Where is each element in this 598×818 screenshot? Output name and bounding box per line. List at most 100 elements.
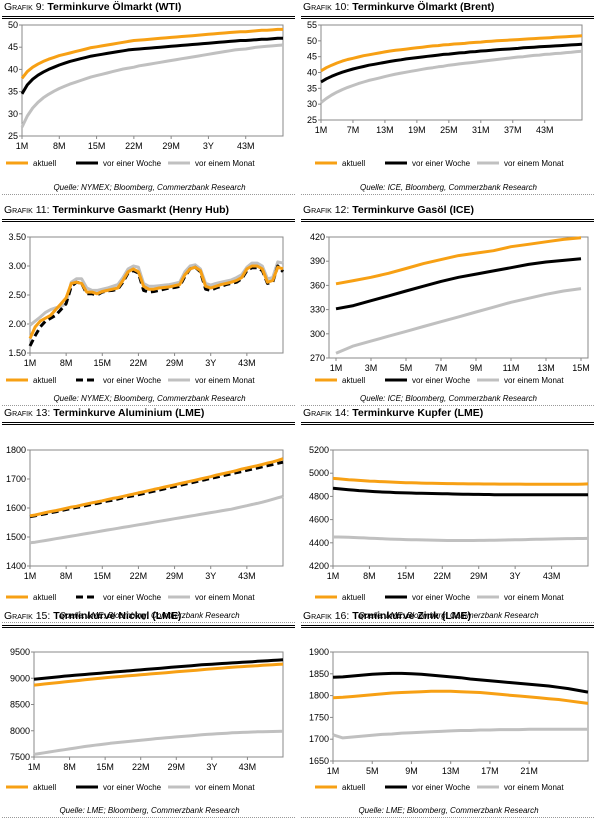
y-tick-label: 1750	[309, 712, 329, 722]
series-line-aktuell	[332, 689, 589, 705]
legend-label-aktuell: aktuell	[342, 783, 365, 792]
legend-label-monat: vor einem Monat	[195, 159, 255, 168]
legend-label-woche: vor einer Woche	[412, 783, 471, 792]
title-rule	[2, 424, 295, 425]
x-tick-label: 29M	[168, 762, 186, 772]
series-line-monat	[332, 727, 588, 740]
x-tick-label: 1M	[327, 766, 340, 776]
series-line-aktuell	[28, 264, 284, 340]
x-tick-label: 13M	[537, 363, 555, 373]
series-line-aktuell	[320, 34, 583, 73]
series-line-woche	[332, 671, 589, 694]
x-tick-label: 7M	[347, 125, 360, 135]
legend-label-woche: vor einer Woche	[412, 376, 471, 385]
legend-label-monat: vor einem Monat	[504, 159, 564, 168]
y-tick-label: 1400	[6, 561, 26, 571]
y-tick-label: 5000	[309, 468, 329, 478]
x-tick-label: 22M	[130, 571, 148, 581]
title-rule	[2, 625, 295, 626]
source-note: Quelle: ICE, Bloomberg, Commerzbank Rese…	[360, 183, 537, 192]
plot-frame	[21, 24, 284, 137]
x-tick-label: 21M	[520, 766, 538, 776]
y-tick-label: 360	[310, 280, 325, 290]
x-tick-label: 1M	[24, 571, 37, 581]
y-tick-label: 270	[310, 353, 325, 363]
x-tick-label: 17M	[481, 766, 499, 776]
x-tick-label: 8M	[60, 571, 73, 581]
source-note: Quelle: NYMEX; Bloomberg, Commerzbank Re…	[53, 183, 246, 192]
chart-number: Grafik 10:	[303, 1, 353, 13]
source-note: Quelle: LME; Bloomberg, Commerzbank Rese…	[358, 611, 539, 620]
y-tick-label: 40	[307, 68, 317, 78]
x-tick-label: 22M	[434, 571, 452, 581]
x-tick-label: 15M	[572, 363, 590, 373]
y-tick-label: 4600	[309, 515, 329, 525]
y-tick-label: 9500	[10, 647, 30, 657]
x-tick-label: 37M	[504, 125, 522, 135]
chart-title: Grafik 12: Terminkurve Gasöl (ICE)	[303, 204, 474, 216]
y-tick-label: 1800	[309, 691, 329, 701]
x-tick-label: 15M	[397, 571, 415, 581]
legend-label-monat: vor einem Monat	[195, 783, 255, 792]
y-tick-label: 4200	[309, 561, 329, 571]
series-line-woche	[29, 460, 284, 519]
x-tick-label: 25M	[440, 125, 458, 135]
x-tick-label: 29M	[162, 141, 180, 151]
x-tick-label: 22M	[125, 141, 143, 151]
legend-label-aktuell: aktuell	[33, 159, 56, 168]
line-chart: 270 300 330 360 390 420 1M 3M 5M 7M 9M 11M 13M 15M akt…	[310, 232, 590, 385]
x-tick-label: 3Y	[510, 571, 521, 581]
title-rule	[301, 422, 594, 423]
plot-frame	[332, 449, 589, 567]
x-tick-label: 1M	[24, 358, 37, 368]
source-note: Quelle: LME; Bloomberg, Commerzbank Rese…	[59, 611, 240, 620]
y-tick-label: 1700	[6, 474, 26, 484]
title-rule	[301, 625, 594, 626]
chart-number: Grafik 11:	[4, 204, 53, 216]
line-chart: 25 30 35 40 45 50 55 1M 7M 13M 19M 25M 31M 37M 43M aktu…	[307, 20, 583, 168]
y-tick-label: 1700	[309, 734, 329, 744]
series-line-woche	[33, 658, 284, 681]
panel-separator	[301, 622, 594, 623]
y-tick-label: 7500	[10, 752, 30, 762]
chart-panel: Grafik 14: Terminkurve Kupfer (LME) 4200 4…	[299, 406, 598, 623]
legend-label-woche: vor einer Woche	[412, 593, 471, 602]
x-tick-label: 43M	[237, 141, 255, 151]
y-tick-label: 1900	[309, 647, 329, 657]
y-tick-label: 300	[310, 329, 325, 339]
y-tick-label: 4400	[309, 538, 329, 548]
y-tick-label: 30	[307, 99, 317, 109]
y-tick-label: 1650	[309, 756, 329, 766]
y-tick-label: 1600	[6, 503, 26, 513]
chart-title-text: Terminkurve Nickel (LME)	[53, 610, 182, 622]
x-tick-label: 19M	[408, 125, 426, 135]
title-rule	[301, 627, 594, 628]
line-chart: 1400 1500 1600 1700 1800 1M 8M 15M 22M 29M 3Y 43M ak…	[6, 445, 284, 602]
legend-label-woche: vor einer Woche	[103, 593, 162, 602]
x-tick-label: 11M	[503, 363, 520, 373]
chart-title: Grafik 13: Terminkurve Aluminium (LME)	[4, 407, 204, 419]
series-line-monat	[20, 43, 284, 128]
x-tick-label: 43M	[238, 571, 256, 581]
title-rule	[301, 424, 594, 425]
legend-label-monat: vor einem Monat	[504, 376, 564, 385]
y-tick-label: 3.00	[8, 261, 26, 271]
chart-title-text: Terminkurve Gasöl (ICE)	[352, 204, 474, 216]
line-chart: 1650 1700 1750 1800 1850 1900 1M 5M 9M 13M 17M 21M a…	[309, 647, 589, 792]
line-chart: 4200 4400 4600 4800 5000 5200 1M 8M 15M 22M 29M 3Y 4…	[309, 445, 589, 602]
x-tick-label: 1M	[330, 363, 343, 373]
x-tick-label: 5M	[400, 363, 413, 373]
legend-label-woche: vor einer Woche	[103, 159, 162, 168]
title-rule	[2, 219, 295, 220]
series-line-woche	[320, 42, 583, 84]
series-line-monat	[335, 287, 582, 355]
title-rule	[2, 627, 295, 628]
chart-panel: Grafik 16: Terminkurve Zink (LME) 1650 170…	[299, 609, 598, 818]
panel-separator	[2, 622, 295, 623]
panel-separator	[301, 405, 594, 406]
chart-title-text: Terminkurve Zink (LME)	[352, 610, 472, 622]
chart-number: Grafik 12:	[303, 204, 353, 216]
legend-label-aktuell: aktuell	[33, 376, 56, 385]
plot-frame	[332, 651, 589, 762]
chart-panel: Grafik 15: Terminkurve Nickel (LME) 7500 8…	[0, 609, 299, 818]
